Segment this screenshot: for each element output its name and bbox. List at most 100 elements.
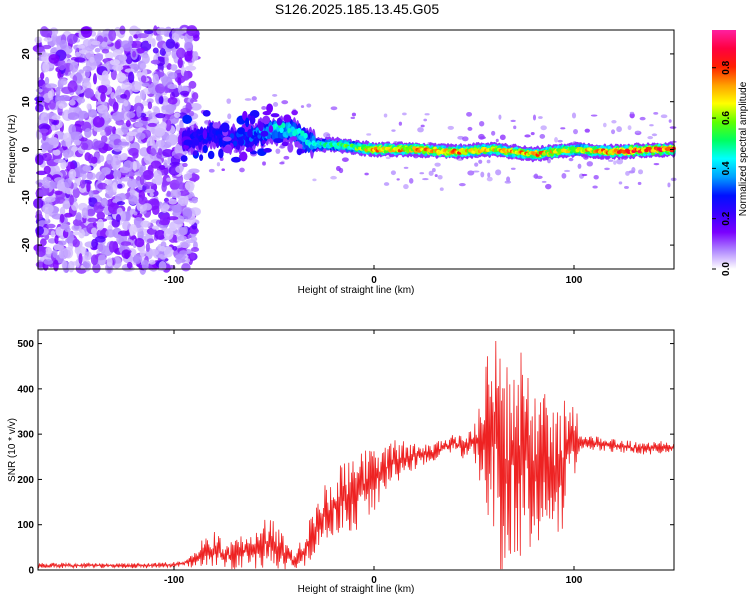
spectrogram-cell xyxy=(175,124,181,132)
spectrogram-cell xyxy=(60,78,68,86)
spectrogram-cell xyxy=(183,144,189,150)
spectrogram-cell xyxy=(121,81,133,91)
spectrogram-cell xyxy=(78,253,83,265)
spectrogram-cell xyxy=(287,142,294,153)
spectrogram-cell xyxy=(35,154,44,166)
spectrogram-cell xyxy=(272,102,279,107)
spectrogram-cell xyxy=(190,236,198,242)
spectrogram-cell xyxy=(184,195,189,204)
spectrogram-cell xyxy=(192,34,200,42)
spectrogram-cell xyxy=(76,97,86,104)
spectrogram-cell xyxy=(85,172,97,180)
spectrogram-cell xyxy=(142,170,154,180)
spectrogram-cell xyxy=(69,99,76,106)
spectrogram-cell xyxy=(212,122,220,129)
spectrogram-cell xyxy=(184,50,193,62)
spectrogram-cell xyxy=(495,169,502,176)
spectrogram-cell xyxy=(148,259,156,265)
spectrogram-cell xyxy=(93,202,104,214)
spectrogram-cell xyxy=(208,168,215,173)
spectrogram-cell xyxy=(112,111,124,121)
spectrogram-cell xyxy=(128,147,139,156)
spectrogram-cell xyxy=(103,36,108,43)
snr-xtick-label: -100 xyxy=(164,575,184,586)
spectrogram-cell xyxy=(191,247,200,253)
spectrogram-cell xyxy=(173,112,181,118)
spectrogram-cell xyxy=(611,119,617,124)
spectrogram-cell xyxy=(593,174,599,180)
spectrogram-cell xyxy=(158,260,167,271)
spectrogram-cell xyxy=(91,238,98,249)
spectrogram-cell xyxy=(41,28,53,38)
spectrogram-cell xyxy=(479,136,486,140)
spectrogram-cell xyxy=(143,29,154,35)
spectrogram-cell xyxy=(122,43,133,52)
spectrogram-cell xyxy=(231,156,242,163)
colorbar-tick-label: 0.4 xyxy=(721,161,732,175)
spectrogram-cell xyxy=(113,169,118,180)
spectrogram-cell xyxy=(184,180,195,191)
spectrogram-cell xyxy=(94,47,101,53)
spectrogram-cell xyxy=(63,110,69,121)
spectrogram-cell xyxy=(167,72,178,80)
spectrogram-cell xyxy=(669,126,677,129)
spectrogram-cell xyxy=(281,122,286,129)
figure-title: S126.2025.185.13.45.G05 xyxy=(275,1,439,17)
spectrogram-cell xyxy=(186,25,198,37)
spectrogram-cell xyxy=(103,111,110,121)
spectrogram-cell xyxy=(390,170,396,176)
spectrogram-xtick-label: 100 xyxy=(566,275,583,286)
spectrogram-cell xyxy=(213,137,219,144)
snr-series-line xyxy=(37,340,674,570)
spectrogram-cell xyxy=(391,129,396,132)
spectrogram-cell xyxy=(143,152,155,165)
spectrogram-cell xyxy=(251,96,257,101)
spectrogram-cell xyxy=(64,227,71,233)
spectrogram-cell xyxy=(263,147,272,153)
spectrogram-cell xyxy=(89,56,95,63)
spectrogram-cell xyxy=(184,41,194,52)
spectrogram-cell xyxy=(244,98,252,101)
spectrogram-cell xyxy=(279,127,284,134)
spectrogram-cell xyxy=(458,183,466,187)
spectrogram-xtick-label: -100 xyxy=(164,275,184,286)
spectrogram-cell xyxy=(100,92,106,103)
spectrogram-cell xyxy=(97,242,106,253)
spectrogram-cell xyxy=(141,259,149,271)
spectrogram-cell xyxy=(530,132,535,136)
spectrogram-cell xyxy=(99,155,105,163)
spectrogram-cell xyxy=(616,126,622,133)
spectrogram-cell xyxy=(207,150,215,160)
spectrogram-cell xyxy=(631,167,636,173)
spectrogram-cell xyxy=(539,134,546,139)
spectrogram-cell xyxy=(128,223,138,236)
spectrogram-cell xyxy=(174,143,184,155)
spectrogram-cell xyxy=(667,182,671,188)
spectrogram-cell xyxy=(467,126,473,131)
spectrogram-cell xyxy=(52,249,58,258)
spectrogram-cell xyxy=(62,199,71,210)
spectrogram-cell xyxy=(116,201,126,206)
spectrogram-cell xyxy=(193,150,198,156)
spectrogram-cell xyxy=(437,174,443,180)
spectrogram-cell xyxy=(402,112,407,116)
spectrogram-cell xyxy=(50,230,56,238)
spectrogram-cell xyxy=(191,172,196,179)
spectrogram-cell xyxy=(147,34,153,45)
spectrogram-cell xyxy=(513,125,517,130)
spectrogram-cell xyxy=(146,98,154,104)
spectrogram-cell xyxy=(557,139,563,143)
spectrogram-cell xyxy=(637,181,642,185)
spectrogram-cell xyxy=(163,159,168,169)
spectrogram-cell xyxy=(189,252,196,260)
spectrogram-cell xyxy=(161,105,167,110)
spectrogram-cell xyxy=(487,172,491,178)
spectrogram-cell xyxy=(84,262,90,269)
spectrogram-cell xyxy=(57,70,62,79)
spectrogram-cell xyxy=(538,116,543,119)
spectrogram-cell xyxy=(114,40,121,50)
spectrogram-cell xyxy=(130,81,142,93)
spectrogram-cell xyxy=(152,47,159,54)
spectrogram-cell xyxy=(183,70,188,81)
